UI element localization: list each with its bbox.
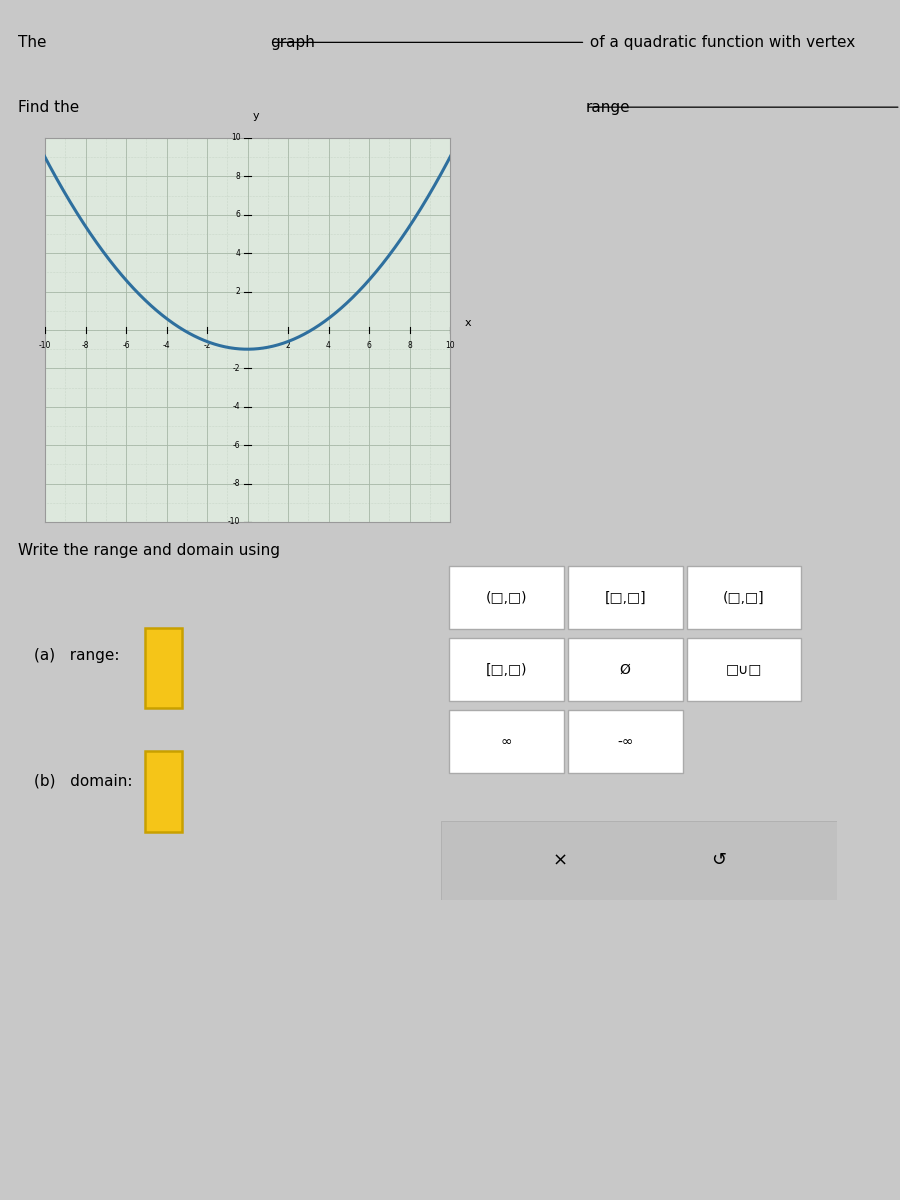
FancyBboxPatch shape xyxy=(687,566,801,629)
Text: -8: -8 xyxy=(233,479,240,488)
Text: The: The xyxy=(18,35,51,49)
Text: 8: 8 xyxy=(236,172,240,181)
Text: ↺: ↺ xyxy=(711,852,725,869)
Text: 2: 2 xyxy=(236,287,240,296)
FancyBboxPatch shape xyxy=(449,566,563,629)
Text: 6: 6 xyxy=(366,341,372,349)
Text: 4: 4 xyxy=(236,248,240,258)
FancyBboxPatch shape xyxy=(568,710,682,773)
Text: -2: -2 xyxy=(203,341,211,349)
Text: Ø: Ø xyxy=(620,662,631,677)
Text: -∞: -∞ xyxy=(617,734,634,749)
FancyBboxPatch shape xyxy=(449,638,563,701)
Text: 8: 8 xyxy=(407,341,412,349)
Text: Find the: Find the xyxy=(18,100,84,114)
Text: (□,□]: (□,□] xyxy=(723,590,765,605)
Text: (a)   range:: (a) range: xyxy=(34,648,120,662)
FancyBboxPatch shape xyxy=(145,751,183,832)
Text: Write the range and domain using: Write the range and domain using xyxy=(18,542,284,558)
Text: -10: -10 xyxy=(228,517,240,527)
Text: [□,□]: [□,□] xyxy=(604,590,646,605)
Text: -2: -2 xyxy=(233,364,240,373)
FancyBboxPatch shape xyxy=(449,710,563,773)
Text: -6: -6 xyxy=(122,341,130,349)
Text: graph: graph xyxy=(270,35,315,49)
Text: range: range xyxy=(585,100,630,114)
Text: □∪□: □∪□ xyxy=(725,662,762,677)
Text: 10: 10 xyxy=(446,341,454,349)
Text: 2: 2 xyxy=(285,341,291,349)
FancyBboxPatch shape xyxy=(568,638,682,701)
Text: -8: -8 xyxy=(82,341,89,349)
Text: x: x xyxy=(464,318,471,329)
FancyBboxPatch shape xyxy=(145,628,183,708)
Text: 6: 6 xyxy=(236,210,240,220)
Text: (□,□): (□,□) xyxy=(486,590,527,605)
Text: ×: × xyxy=(553,852,567,869)
Text: -6: -6 xyxy=(233,440,240,450)
Text: -4: -4 xyxy=(233,402,240,412)
Text: 4: 4 xyxy=(326,341,331,349)
Text: (b)   domain:: (b) domain: xyxy=(34,774,132,788)
Text: [□,□): [□,□) xyxy=(486,662,527,677)
FancyBboxPatch shape xyxy=(441,821,837,900)
FancyBboxPatch shape xyxy=(687,638,801,701)
Text: -4: -4 xyxy=(163,341,170,349)
Text: ∞: ∞ xyxy=(500,734,512,749)
FancyBboxPatch shape xyxy=(568,566,682,629)
Text: 10: 10 xyxy=(230,133,240,143)
Text: y: y xyxy=(253,110,259,121)
Text: -10: -10 xyxy=(39,341,51,349)
Text: of a quadratic function with vertex: of a quadratic function with vertex xyxy=(585,35,860,49)
